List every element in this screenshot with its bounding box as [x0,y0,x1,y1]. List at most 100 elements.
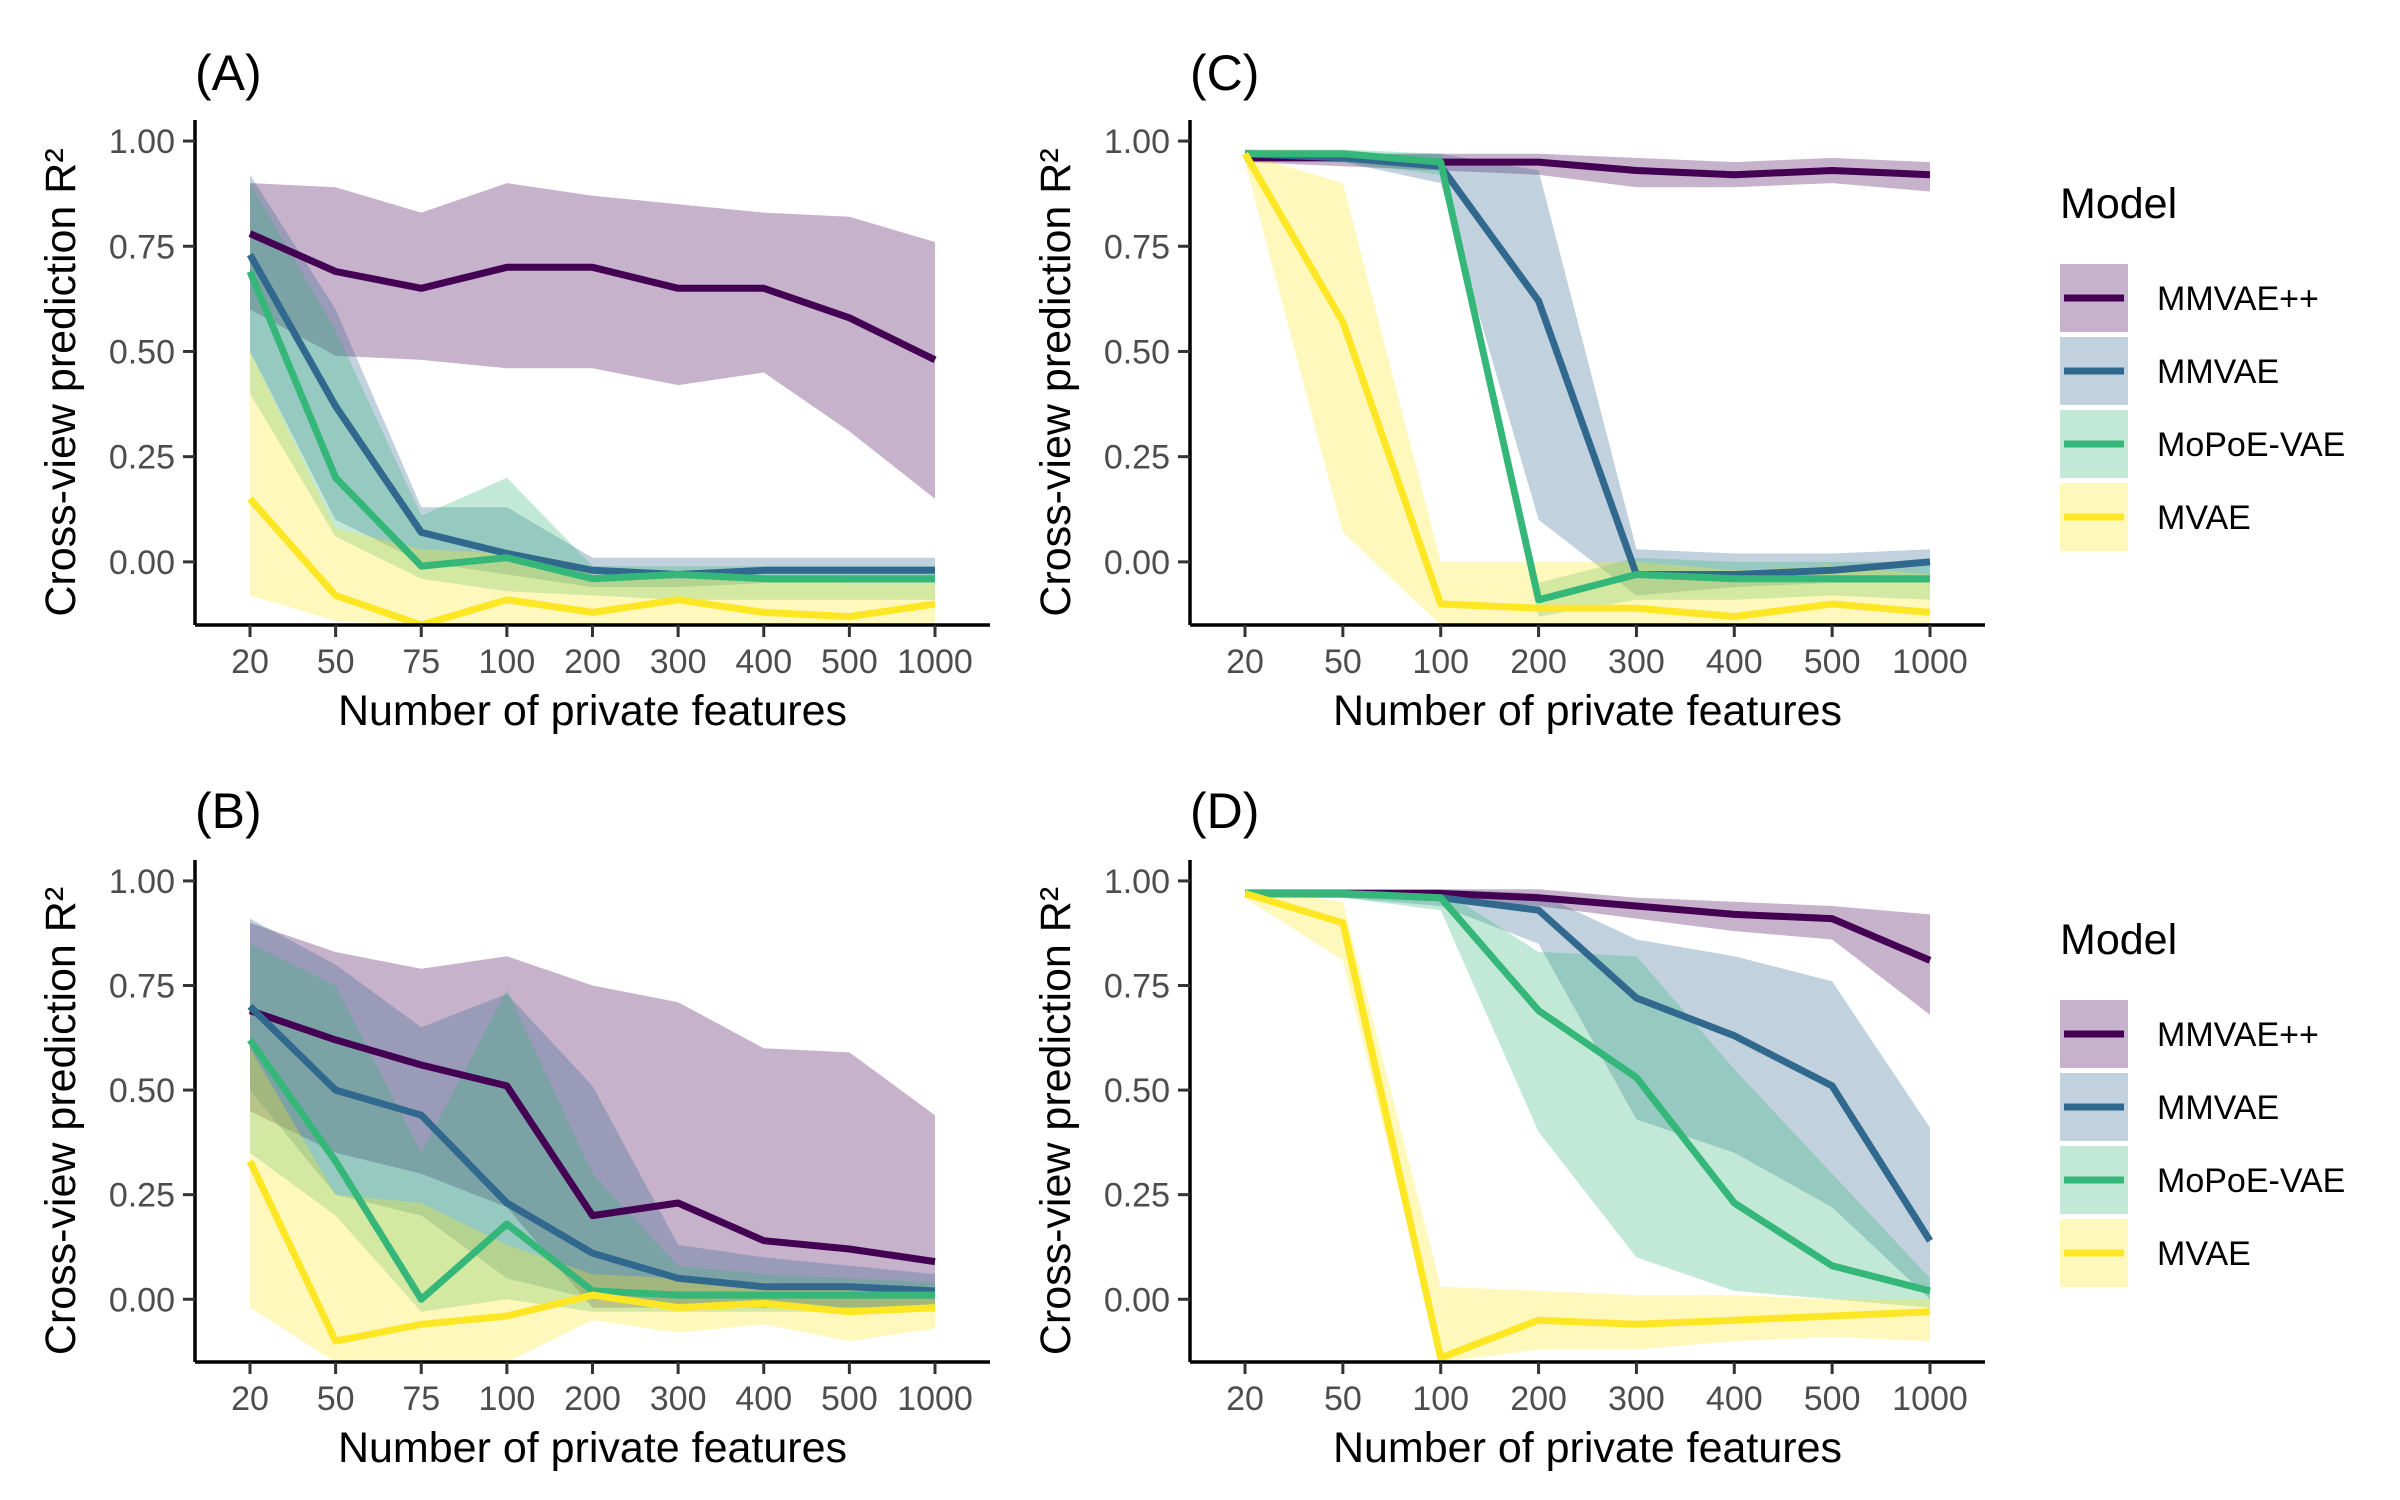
ribbon-mmvae [1245,889,1930,1300]
y-axis-title: Cross-view prediction R² [1032,887,1080,1355]
x-tick-label: 50 [317,1380,355,1418]
legend-label: MMVAE [2157,1089,2279,1127]
line-mvae [246,1159,936,1345]
y-tick-label: 0.75 [109,968,175,1006]
ribbon-mopoe-vae [250,943,935,1312]
legend-entry: MMVAE++ [2060,1000,2319,1068]
y-tick-label: 1.00 [1104,863,1170,901]
plot-area [1241,149,1931,625]
legend-entry: MVAE [2060,1219,2251,1287]
line-mopoe-vae [1245,150,1930,604]
y-tick-label: 1.00 [109,863,175,901]
x-tick-label: 100 [1412,1380,1469,1418]
x-tick-label: 300 [1608,1380,1665,1418]
legend-label: MMVAE++ [2157,1016,2319,1054]
y-tick-label: 0.00 [1104,1281,1170,1319]
ribbon-mmvaeplusplus [250,183,935,499]
legend: Model MMVAE++ MMVAE MoPoE-VAE MVAE [2060,916,2345,1287]
x-tick-label: 500 [821,1380,878,1418]
line-mmvae [246,252,935,578]
plot-area [246,174,937,625]
x-tick-label: 75 [402,643,440,681]
panel-label: (A) [195,45,262,101]
line-mmvae [247,1003,936,1295]
panel-c: 0.00 0.25 0.50 0.75 1.00 20 50 100 200 300 400 500 1… [1032,45,1985,735]
x-tick-label: 500 [821,643,878,681]
x-tick-label: 400 [1706,643,1763,681]
x-tick-label: 20 [231,643,269,681]
x-tick-label: 500 [1804,1380,1861,1418]
panel-b: 0.00 0.25 0.50 0.75 1.00 20 50 75 100 200 300 400 50… [37,783,990,1472]
y-tick-label: 0.50 [109,333,175,371]
line-mmvaeplusplus [248,230,937,364]
y-tick-label: 0.75 [1104,968,1170,1006]
y-tick-label: 0.50 [109,1072,175,1110]
plot-area [1243,889,1933,1362]
legend-entry: MMVAE++ [2060,264,2319,332]
x-tick-label: 300 [1608,643,1665,681]
x-tick-label: 20 [1226,643,1264,681]
x-tick-label: 100 [1412,643,1469,681]
x-tick-label: 200 [1510,643,1567,681]
legend-label: MVAE [2157,499,2251,537]
y-tick-label: 0.75 [109,228,175,266]
x-tick-label: 100 [479,643,536,681]
y-tick-label: 0.25 [109,1177,175,1215]
x-tick-label: 50 [1324,1380,1362,1418]
y-tick-label: 0.75 [1104,228,1170,266]
x-tick-label: 500 [1804,643,1861,681]
line-mvae [1241,151,1931,621]
line-mopoe-vae [1245,890,1931,1295]
y-tick-label: 0.50 [1104,1072,1170,1110]
y-tick-label: 0.00 [109,1281,175,1319]
line-mvae [1243,890,1931,1362]
panel-d: 0.00 0.25 0.50 0.75 1.00 20 50 100 200 300 400 500 1… [1032,783,1985,1472]
y-axis-title: Cross-view prediction R² [37,148,85,616]
panel-a: 0.00 0.25 0.50 0.75 1.00 20 50 75 100 200 300 400 50… [37,45,990,735]
legend-title: Model [2060,916,2177,964]
plot-area [246,918,936,1362]
y-tick-label: 1.00 [1104,123,1170,161]
x-axis-title: Number of private features [338,687,847,735]
y-axis-title: Cross-view prediction R² [37,887,85,1355]
y-tick-label: 0.25 [1104,1177,1170,1215]
panel-label: (C) [1190,45,1259,101]
legend: Model MMVAE++ MMVAE MoPoE-VAE MVAE [2060,180,2345,551]
legend-entry: MVAE [2060,483,2251,551]
legend-title: Model [2060,180,2177,228]
x-tick-label: 200 [1510,1380,1567,1418]
legend-label: MoPoE-VAE [2157,426,2345,464]
x-tick-label: 1000 [897,643,973,681]
x-tick-label: 400 [735,1380,792,1418]
x-tick-label: 75 [402,1380,440,1418]
line-mopoe-vae [247,1037,935,1303]
ribbon-mmvae [1245,149,1930,596]
y-tick-label: 0.25 [109,439,175,477]
legend-entry: MoPoE-VAE [2060,410,2345,478]
legend-entry: MMVAE [2060,1073,2279,1141]
ribbon-mopoe-vae [1245,889,1930,1308]
ribbon-mmvaeplusplus [1245,889,1930,1015]
x-tick-label: 300 [650,1380,707,1418]
y-tick-label: 0.25 [1104,439,1170,477]
x-tick-label: 400 [1706,1380,1763,1418]
x-tick-label: 100 [479,1380,536,1418]
ribbon-mvae [1245,153,1930,625]
x-tick-label: 50 [317,643,355,681]
line-mvae [247,496,936,625]
line-mmvaeplusplus [248,1007,936,1266]
x-tick-label: 1000 [1892,1380,1968,1418]
y-tick-label: 1.00 [109,123,175,161]
x-tick-label: 400 [735,643,792,681]
y-axis-title: Cross-view prediction R² [1032,148,1080,616]
ribbon-mmvaeplusplus [250,922,935,1308]
x-tick-label: 20 [231,1380,269,1418]
y-tick-label: 0.00 [1104,544,1170,582]
legend-label: MMVAE++ [2157,280,2319,318]
x-tick-label: 1000 [1892,643,1968,681]
x-tick-label: 300 [650,643,707,681]
x-axis-title: Number of private features [1333,687,1842,735]
x-axis-title: Number of private features [1333,1424,1842,1472]
ribbon-mmvae [250,918,935,1308]
